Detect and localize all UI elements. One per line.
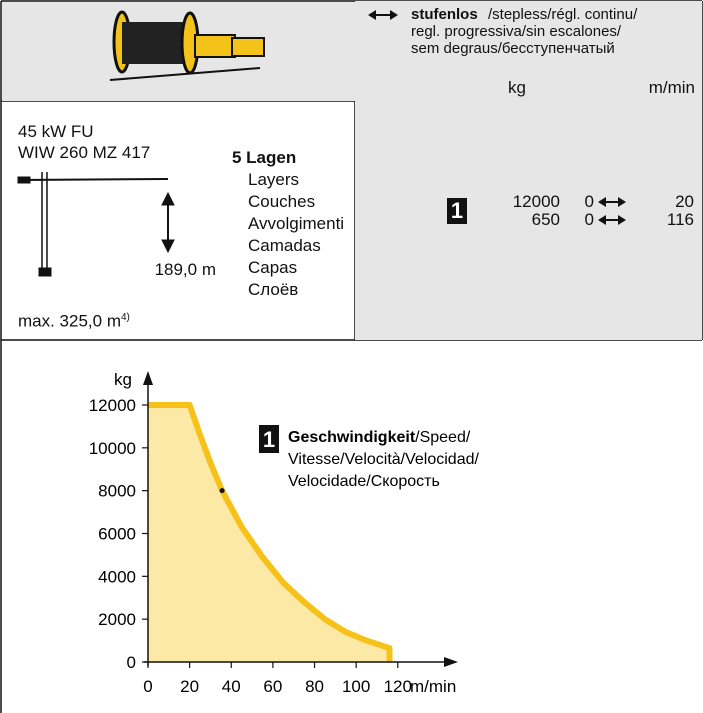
x-tick-label: 20 <box>180 677 199 696</box>
annotation-line: Velocidade/Скорость <box>288 473 440 490</box>
page: {"header": {"direction_label": "stufenlo… <box>0 0 703 713</box>
layer: Layers <box>248 170 299 190</box>
speed-max: 116 <box>640 210 694 230</box>
y-tick-label: 4000 <box>98 567 136 586</box>
annotation-line: Vitesse/Velocità/Velocidad/ <box>288 451 480 468</box>
annotation-point <box>220 488 225 493</box>
x-tick-label: 60 <box>263 677 282 696</box>
load: 650 <box>480 210 560 230</box>
annotation-badge: 1 <box>263 427 275 452</box>
y-tick-label: 6000 <box>98 524 136 543</box>
load: 12000 <box>480 192 560 212</box>
y-axis-label: kg <box>114 370 132 389</box>
x-tick-label: 80 <box>305 677 324 696</box>
x-tick-label: 120 <box>384 677 412 696</box>
y-tick-label: 10000 <box>89 439 136 458</box>
x-tick-label: 40 <box>222 677 241 696</box>
layer: Couches <box>248 192 315 212</box>
annotation-text: /Speed/ <box>415 429 471 446</box>
x-tick-label: 100 <box>342 677 370 696</box>
annotation-text: Geschwindigkeit <box>288 429 416 446</box>
y-axis-arrow <box>143 371 153 385</box>
speed-max: 20 <box>640 192 694 212</box>
layer: Camadas <box>248 236 321 256</box>
chart: 0200040006000800010000120000204060801001… <box>0 0 703 713</box>
layer: Слоёв <box>248 280 298 300</box>
y-tick-label: 12000 <box>89 396 136 415</box>
layer: Avvolgimenti <box>248 214 344 234</box>
y-tick-label: 0 <box>127 653 136 672</box>
x-axis-label: m/min <box>410 677 456 696</box>
speed-min: 0 <box>580 192 594 212</box>
x-tick-label: 0 <box>143 677 152 696</box>
y-tick-label: 8000 <box>98 482 136 501</box>
x-axis-arrow <box>444 657 458 667</box>
annotation-line: Geschwindigkeit/Speed/ <box>288 429 471 446</box>
y-tick-label: 2000 <box>98 610 136 629</box>
speed-min: 0 <box>580 210 594 230</box>
layer: Capas <box>248 258 297 278</box>
